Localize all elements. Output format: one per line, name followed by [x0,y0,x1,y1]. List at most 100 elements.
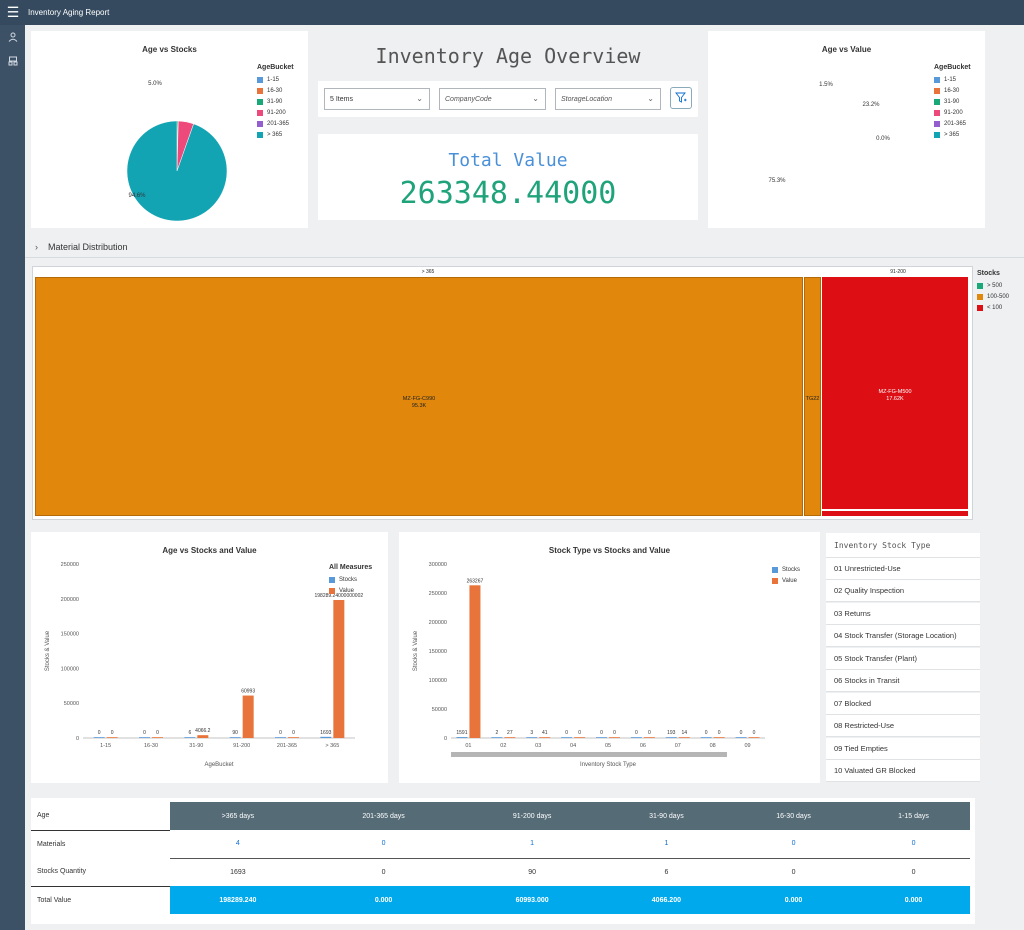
stock-type-item[interactable]: 04 Stock Transfer (Storage Location) [826,625,980,647]
company-code-select[interactable]: CompanyCode ⌄ [439,88,546,110]
stock-type-list-title: Inventory Stock Type [826,533,980,558]
legend-swatch [257,131,263,138]
treemap-tile-tg22[interactable]: TG22 [804,277,821,516]
y-tick-label: 100000 [61,666,79,672]
x-tick-label: 91-200 [233,743,250,749]
stock-type-item[interactable]: 06 Stocks in Transit [826,670,980,692]
y-tick-label: 250000 [61,562,79,568]
legend-item: 31-90 [934,96,971,107]
table-row: Materials 4 0 1 1 0 0 [31,830,970,859]
treemap-tile-small[interactable] [822,511,968,516]
data-label: 0 [143,730,146,736]
stock-type-item[interactable]: 09 Tied Empties [826,738,980,760]
bar-value-07 [678,737,690,738]
left-navigation [0,25,25,930]
legend-item: > 365 [257,129,294,140]
bar-stocks-05 [596,737,607,738]
filter-button[interactable] [670,87,692,109]
legend-swatch [772,577,778,584]
data-label: 41 [542,730,548,736]
pie-label-small: 5.0% [148,81,162,87]
total-value-amount: 263348.44000 [399,176,617,211]
stock-type-item[interactable]: 02 Quality Inspection [826,580,980,602]
summary-table-card: Age >365 days 201-365 days 91-200 days 3… [31,798,975,924]
warehouse-icon[interactable] [0,49,25,73]
bar-value--365 [333,599,345,738]
table-cell-link[interactable]: 0 [305,830,462,859]
legend-item: 91-200 [934,107,971,118]
stock-type-chart-card: Stock Type vs Stocks and Value 0 50000 100… [399,532,820,783]
treemap-tile-mz-fg-m500[interactable]: MZ-FG-M500 17.62K [822,277,968,509]
legend-item: 1-15 [257,74,294,85]
y-tick-label: 150000 [429,649,447,655]
y-tick-label: 200000 [429,620,447,626]
storage-location-select[interactable]: StorageLocation ⌄ [555,88,661,110]
stock-type-item[interactable]: 10 Valuated GR Blocked [826,760,980,782]
data-label: 0 [578,730,581,736]
hamburger-menu-icon[interactable]: ☰ [6,4,20,20]
y-axis-label: Stocks & Value [45,630,51,671]
bar-value-01 [469,585,481,738]
bar-stocks-91-200 [229,737,241,738]
bar-value-16-30 [152,737,163,738]
stock-type-item[interactable]: 01 Unrestricted-Use [826,558,980,580]
bar-stocks-16-30 [139,737,150,738]
stock-type-item[interactable]: 07 Blocked [826,693,980,715]
legend-swatch [934,109,940,116]
age-stocks-value-card: Age vs Stocks and Value 0 50000 100000 1500… [31,532,388,783]
table-cell: 60993.000 [461,886,603,914]
legend-item: Value [329,585,372,596]
chart-title: Age vs Stocks [142,45,197,54]
pie-label-large: 94.6% [128,193,146,199]
data-label: 0 [98,730,101,736]
bar-value-06 [643,737,655,738]
stock-type-item[interactable]: 08 Restricted-Use [826,715,980,737]
table-cell-link[interactable]: 4 [170,830,306,859]
bar-value-31-90 [197,735,209,738]
bar-value-1-15 [106,737,118,738]
legend-swatch [257,76,263,83]
age-bucket-legend: AgeBucket 1-15 16-30 31-90 91-200 201-36… [257,64,294,140]
treemap-tile-mz-fg-c990[interactable]: MZ-FG-C990 95.3K [35,277,803,516]
table-cell: 6 [664,868,669,876]
x-tick-label: > 365 [325,743,339,749]
chart-scrollbar[interactable] [451,752,727,757]
legend-swatch [934,120,940,127]
data-label: 0 [740,730,743,736]
table-cell-link[interactable]: 0 [857,830,970,859]
table-cell: 198289.240 [170,886,306,914]
user-icon[interactable] [0,25,25,49]
bar-stocks-1-15 [93,737,105,738]
legend-item: 91-200 [257,107,294,118]
table-cell-link[interactable]: 1 [602,830,730,859]
pie-slice--365 [126,120,228,222]
legend-item: < 100 [977,302,1009,313]
y-tick-label: 0 [76,736,79,742]
legend-swatch [934,87,940,94]
x-tick-label: 08 [710,743,716,749]
treemap-group-label: > 365 [421,269,435,275]
stock-type-item[interactable]: 03 Returns [826,603,980,625]
table-cell-link[interactable]: 1 [461,830,603,859]
bar-stocks-07 [665,737,677,738]
bar-stocks-09 [735,737,747,738]
data-label: 198289.24000000002 [314,593,363,599]
y-axis-label: Stocks & Value [413,630,419,671]
material-distribution-toggle[interactable]: › Material Distribution [25,236,1024,258]
age-vs-stocks-card: Age vs Stocks 94.6% 5.0% AgeBucket 1-15 … [31,31,308,228]
stock-type-item[interactable]: 05 Stock Transfer (Plant) [826,648,980,670]
chart-title: Stock Type vs Stocks and Value [548,546,671,555]
data-label: 4066.2 [195,728,211,734]
legend-swatch [257,120,263,127]
legend-swatch [977,282,983,289]
items-select[interactable]: 5 Items ⌄ [324,88,430,110]
bar-stocks-01 [456,737,468,738]
legend-swatch [934,131,940,138]
x-tick-label: 31-90 [189,743,203,749]
x-tick-label: 01 [465,743,471,749]
pie-label-c: 0.0% [876,136,890,142]
data-label: 0 [156,730,159,736]
table-cell-link[interactable]: 0 [729,830,858,859]
y-tick-label: 0 [444,736,447,742]
column-header: >365 days [170,802,306,830]
